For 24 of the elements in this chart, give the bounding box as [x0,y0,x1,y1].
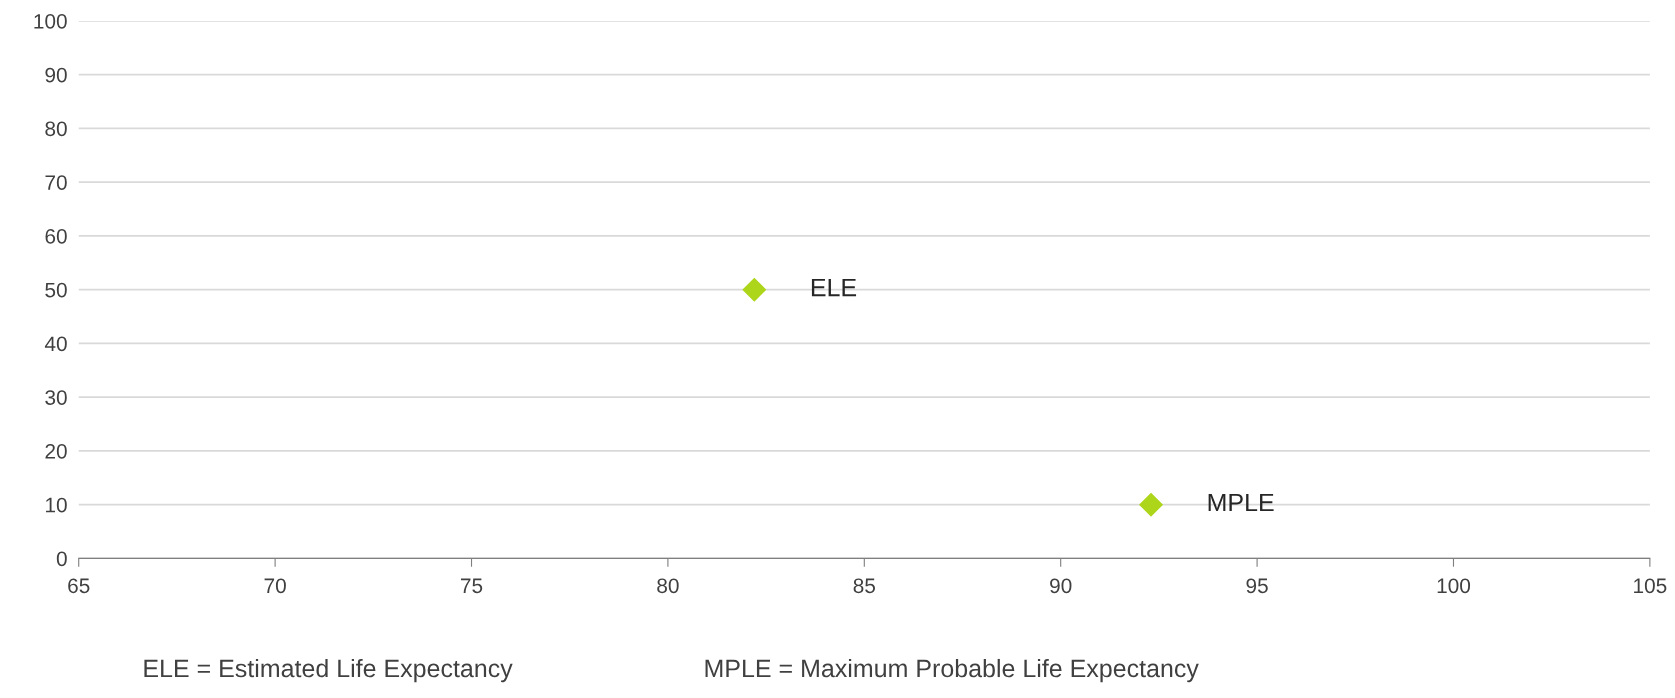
y-tick-label: 0 [56,551,67,567]
x-tick-label: 70 [264,578,286,594]
annotation: ELE [811,278,857,297]
y-tick-label: 80 [45,121,67,137]
x-tick-label: 65 [68,578,90,594]
text: ELE = Estimated Life Expectancy [144,658,513,683]
x-tick-label: 90 [1050,578,1072,594]
x-tick-label: 100 [1437,578,1471,594]
x-tick-label: 105 [1634,578,1667,594]
y-tick-label: 40 [44,336,67,352]
y-tick-label: 90 [45,67,67,83]
x-tick-label: 80 [657,578,679,594]
y-tick-label: 30 [45,390,67,405]
x-tick-label: 85 [853,578,876,594]
y-tick-label: 50 [45,282,67,298]
x-tick-label: 75 [460,578,483,594]
y-tick-label: 70 [45,175,67,190]
annotation: MPLE [1208,493,1274,512]
x-tick-label: 95 [1246,578,1268,594]
y-tick-label: 100 [34,13,67,29]
y-tick-label: 20 [45,443,67,459]
y-tick-label: 60 [45,228,67,244]
text: MPLE = Maximum Probable Life Expectancy [705,658,1199,683]
y-tick-label: 10 [46,497,67,513]
